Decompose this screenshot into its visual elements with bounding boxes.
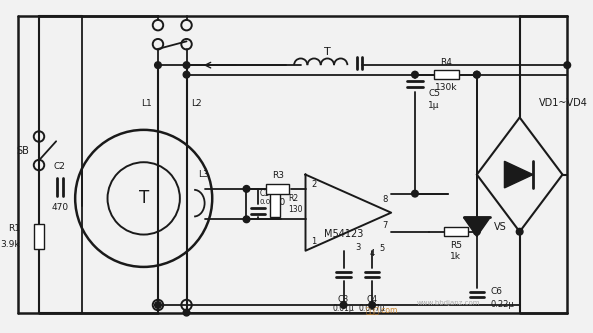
Text: 5: 5 — [379, 244, 384, 253]
Circle shape — [473, 228, 480, 235]
Circle shape — [473, 71, 480, 78]
Circle shape — [183, 71, 190, 78]
Circle shape — [155, 62, 161, 69]
Polygon shape — [464, 217, 490, 236]
Bar — [434, 70, 459, 79]
Text: 100: 100 — [269, 198, 286, 207]
Circle shape — [155, 302, 161, 308]
Circle shape — [183, 62, 190, 69]
Bar — [444, 227, 468, 236]
Circle shape — [412, 71, 418, 78]
Text: 130: 130 — [288, 205, 303, 214]
Text: L1: L1 — [141, 99, 152, 108]
Text: 3: 3 — [355, 243, 361, 252]
Text: 8: 8 — [382, 195, 387, 204]
Text: C3: C3 — [338, 295, 349, 304]
Circle shape — [412, 190, 418, 197]
Circle shape — [369, 302, 375, 308]
Text: 插件图.com: 插件图.com — [365, 306, 398, 315]
Bar — [266, 184, 289, 193]
Text: 2: 2 — [311, 179, 317, 188]
Text: L3: L3 — [198, 170, 209, 179]
Circle shape — [564, 62, 570, 69]
Text: www.bbdjanz.com: www.bbdjanz.com — [416, 300, 480, 306]
Text: 130k: 130k — [435, 83, 458, 92]
Text: R2: R2 — [288, 194, 298, 203]
Circle shape — [183, 309, 190, 316]
Circle shape — [243, 185, 250, 192]
Text: 7: 7 — [382, 221, 387, 230]
Text: R1: R1 — [8, 224, 20, 233]
Text: VS: VS — [494, 222, 506, 232]
Text: 470: 470 — [52, 203, 69, 212]
Polygon shape — [505, 161, 533, 188]
Bar — [270, 191, 280, 217]
Text: T: T — [324, 47, 331, 57]
Text: 0.047μ: 0.047μ — [359, 304, 385, 313]
Text: C4: C4 — [366, 295, 378, 304]
Text: C1: C1 — [260, 189, 270, 198]
Text: C2: C2 — [54, 162, 66, 170]
Text: 1μ: 1μ — [428, 101, 440, 110]
Text: M54123: M54123 — [324, 228, 364, 239]
Text: 0.22μ: 0.22μ — [490, 300, 514, 309]
Text: 0.01μ: 0.01μ — [333, 304, 355, 313]
Circle shape — [517, 228, 523, 235]
Circle shape — [243, 216, 250, 223]
Text: 3.9k: 3.9k — [1, 239, 20, 248]
Text: R3: R3 — [272, 171, 284, 180]
Text: T: T — [139, 189, 149, 207]
Text: SB: SB — [17, 146, 30, 156]
Text: 1: 1 — [311, 237, 317, 246]
Circle shape — [340, 302, 347, 308]
Text: R4: R4 — [441, 58, 452, 67]
Circle shape — [473, 71, 480, 78]
Text: 0.02μ: 0.02μ — [260, 199, 280, 205]
Text: 1k: 1k — [451, 252, 461, 261]
Text: 4: 4 — [369, 249, 375, 258]
Text: R5: R5 — [450, 240, 462, 249]
Text: C6: C6 — [490, 287, 502, 296]
Text: C5: C5 — [428, 89, 440, 98]
Text: VD1~VD4: VD1~VD4 — [538, 98, 588, 108]
Text: L2: L2 — [191, 99, 202, 108]
Bar — [34, 224, 44, 249]
